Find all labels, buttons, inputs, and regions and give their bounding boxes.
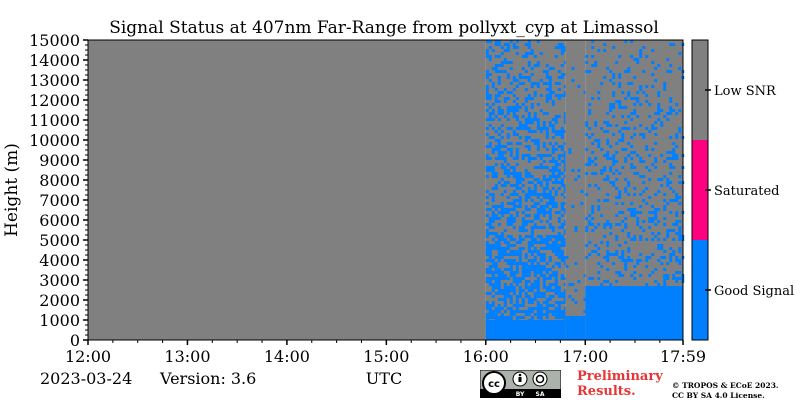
y-tick-label: 3000 <box>39 271 80 290</box>
y-tick-label: 8000 <box>39 171 80 190</box>
y-tick-label: 12000 <box>29 91 80 110</box>
x-tick-label: 17:59 <box>660 347 706 366</box>
y-tick-label: 6000 <box>39 211 80 230</box>
region-3-speckle <box>585 40 685 286</box>
version-value: 3.6 <box>230 369 257 388</box>
preliminary-line2: Results. <box>577 384 636 399</box>
y-axis-label: Height (m) <box>2 143 22 237</box>
x-tick-label: 12:00 <box>65 347 111 366</box>
y-tick-label: 2000 <box>39 291 80 310</box>
y-tick-label: 0 <box>70 331 80 350</box>
y-tick-label: 11000 <box>29 111 80 130</box>
x-tick-label: 13:00 <box>164 347 210 366</box>
y-tick-label: 14000 <box>29 51 80 70</box>
y-tick-label: 1000 <box>39 311 80 330</box>
x-tick-label: 17:00 <box>562 347 608 366</box>
copyright-note: © TROPOS & ECoE 2023. CC BY SA 4.0 Licen… <box>672 381 779 400</box>
colorbar-segment <box>692 40 708 140</box>
colorbar-label: Low SNR <box>714 84 777 99</box>
region-2-background <box>565 40 586 340</box>
colorbar: Low SNR Saturated Good Signal <box>691 39 794 341</box>
axes: 0100020003000400050006000700080009000100… <box>29 31 706 366</box>
version-info: Version: 3.6 <box>160 369 256 388</box>
colorbar-segment <box>692 240 708 340</box>
region-1-speckle <box>485 40 567 322</box>
preliminary-results-note: Preliminary Results. <box>577 369 663 399</box>
svg-text:SA: SA <box>536 391 545 398</box>
region-0-background <box>88 40 486 340</box>
preliminary-line1: Preliminary <box>577 369 663 384</box>
y-tick-label: 15000 <box>29 31 80 50</box>
colorbar-segment <box>692 140 708 240</box>
copyright-line2: CC BY SA 4.0 License. <box>672 390 765 400</box>
x-tick-label: 14:00 <box>264 347 310 366</box>
x-tick-label: 15:00 <box>363 347 409 366</box>
y-tick-label: 9000 <box>39 151 80 170</box>
y-tick-label: 10000 <box>29 131 80 150</box>
colorbar-frame <box>691 39 709 341</box>
y-tick-label: 13000 <box>29 71 80 90</box>
colorbar-label: Saturated <box>714 184 779 199</box>
region-3-good-signal <box>585 286 684 340</box>
region-1-good-signal <box>485 320 566 340</box>
chart-title: Signal Status at 407nm Far-Range from po… <box>109 18 659 38</box>
version-label: Version: <box>160 369 226 388</box>
copyright-line1: © TROPOS & ECoE 2023. <box>672 381 779 390</box>
plot-area <box>88 40 685 340</box>
svg-text:BY: BY <box>516 391 525 398</box>
y-tick-label: 5000 <box>39 231 80 250</box>
svg-text:cc: cc <box>488 379 500 390</box>
y-tick-label: 7000 <box>39 191 80 210</box>
x-tick-label: 16:00 <box>463 347 509 366</box>
region-2-speckle <box>565 67 587 313</box>
cc-by-sa-license-icon: cc BY SA <box>480 370 561 398</box>
x-axis-label: UTC <box>366 369 402 388</box>
colorbar-label: Good Signal <box>714 284 794 299</box>
y-tick-label: 4000 <box>39 251 80 270</box>
region-2-good-signal <box>565 316 586 340</box>
date-label: 2023-03-24 <box>40 369 133 388</box>
